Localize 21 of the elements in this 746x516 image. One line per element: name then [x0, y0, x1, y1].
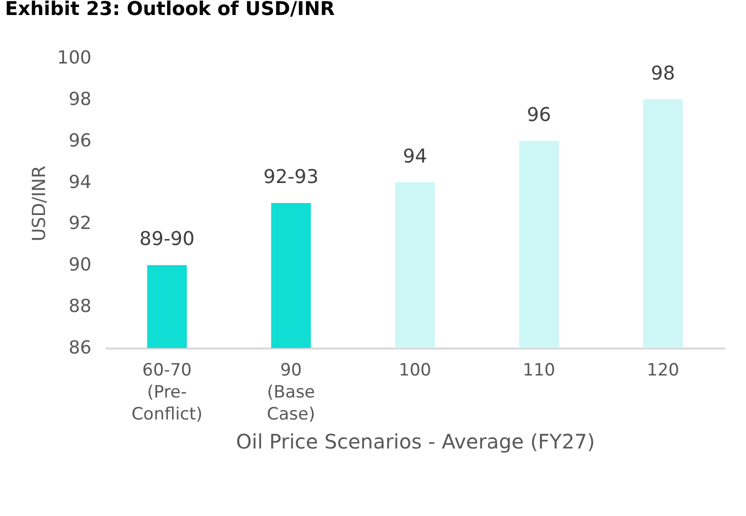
y-tick-label: 88: [68, 296, 92, 318]
x-tick-label: 90 (Base Case): [266, 360, 316, 424]
y-tick-label: 92: [68, 213, 92, 234]
y-axis-title: USD/INR: [29, 166, 50, 242]
x-tick-label: 60-70 (Pre- Conflict): [131, 360, 203, 424]
data-label: 96: [526, 104, 552, 126]
y-tick-label: 86: [68, 338, 92, 358]
data-label: 89-90: [139, 228, 195, 250]
y-tick-label: 100: [57, 48, 92, 68]
y-tick-label: 90: [68, 254, 92, 276]
x-tick-label: 110: [522, 360, 556, 380]
y-tick-label: 98: [68, 88, 92, 110]
x-axis-title: Oil Price Scenarios - Average (FY27): [236, 430, 595, 454]
chart-title: Exhibit 23: Outlook of USD/INR: [5, 0, 336, 20]
data-label: 92-93: [263, 166, 319, 188]
x-tick-label: 100: [398, 360, 432, 380]
data-label: 94: [402, 145, 428, 168]
x-tick-label: 120: [646, 360, 680, 380]
data-label: 98: [650, 62, 676, 84]
y-tick-label: 94: [68, 172, 92, 193]
y-tick-label: 96: [68, 130, 92, 152]
